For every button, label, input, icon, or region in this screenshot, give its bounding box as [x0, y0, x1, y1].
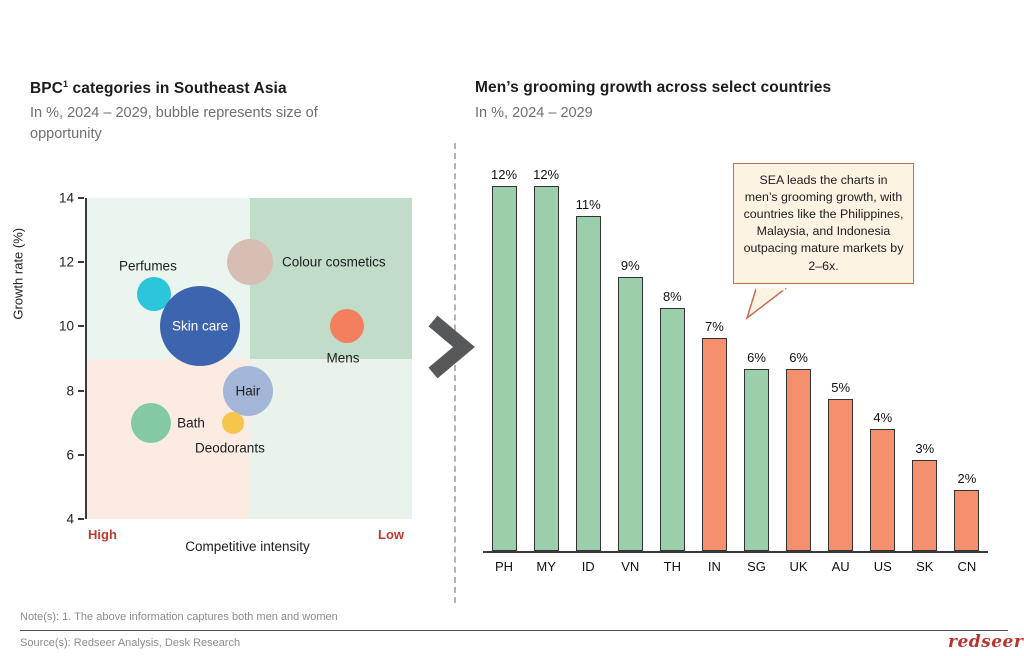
- bar-slot-us: 4%: [862, 410, 904, 551]
- y-tick-label-6: 6: [66, 447, 74, 463]
- panel-divider-dashed-line: [454, 143, 456, 603]
- bar-slot-th: 8%: [651, 289, 693, 551]
- bar-slot-my: 12%: [525, 167, 567, 551]
- y-tick-label-14: 14: [58, 190, 74, 206]
- bar-id: [575, 216, 601, 551]
- bar-value-label-sk: 3%: [915, 440, 935, 456]
- bar-value-label-us: 4%: [873, 410, 893, 426]
- bar-ph: [491, 186, 517, 551]
- left-chart-title: BPC1 categories in Southeast Asia: [30, 79, 287, 98]
- quadrant-bottom-left: [87, 358, 250, 519]
- bar-my: [533, 186, 559, 551]
- bar-value-label-th: 8%: [662, 288, 682, 304]
- x-axis-high-label: High: [88, 527, 117, 542]
- bar-cn: [954, 490, 980, 551]
- bar-in: [701, 338, 727, 551]
- bubble-colour-cosmetics: [226, 239, 273, 286]
- left-chart-title-text: BPC: [30, 80, 64, 98]
- bubble-skin-care: [160, 286, 241, 367]
- bar-value-label-id: 11%: [575, 197, 601, 213]
- bubble-label-skin-care: Skin care: [171, 318, 229, 334]
- callout-box: SEA leads the charts in men’s grooming g…: [733, 163, 914, 284]
- left-chart-subtitle: In %, 2024 – 2029, bubble represents siz…: [30, 104, 318, 142]
- bar-sg: [744, 368, 769, 551]
- quadrant-top-right: [249, 198, 412, 359]
- bar-chart-category-axis: PH MY ID VN TH IN SG UK AU US SK CN: [483, 559, 988, 574]
- bubble-hair: [222, 365, 273, 416]
- right-chart-title: Men’s grooming growth across select coun…: [475, 78, 832, 96]
- bar-slot-cn: 2%: [946, 471, 988, 551]
- bar-category-label-sk: SK: [916, 559, 934, 574]
- bar-category-label-sg: SG: [747, 559, 766, 574]
- bubble-deodorants: [221, 411, 244, 434]
- bar-value-label-in: 7%: [705, 319, 724, 335]
- bar-value-label-au: 5%: [831, 379, 851, 395]
- bar-au: [828, 398, 854, 551]
- bubble-mens: [330, 309, 364, 344]
- bubble-label-colour-cosmetics: Colour cosmetics: [282, 254, 386, 270]
- right-chart-subtitle: In %, 2024 – 2029: [475, 104, 593, 121]
- bar-slot-vn: 9%: [609, 258, 651, 551]
- bar-value-label-sg: 6%: [747, 349, 766, 365]
- y-tick-mark: [78, 518, 84, 520]
- y-tick-label-8: 8: [66, 383, 74, 399]
- bar-category-label-vn: VN: [621, 559, 640, 574]
- footnote-marker: 1: [63, 78, 69, 89]
- bubble-label-bath: Bath: [177, 415, 205, 431]
- bar-category-label-us: US: [873, 559, 892, 574]
- source-text: Source(s): Redseer Analysis, Desk Resear…: [20, 637, 241, 649]
- x-axis-title: Competitive intensity: [185, 539, 310, 554]
- footer-divider-line: [20, 630, 1008, 631]
- bar-value-label-uk: 6%: [789, 349, 808, 365]
- bar-chart: 12% 12% 11% 9% 8% 7% 6% 6% 5% 4% 3% 2%: [483, 160, 988, 553]
- bar-category-label-id: ID: [581, 559, 595, 574]
- bar-value-label-vn: 9%: [620, 258, 640, 274]
- callout-tail: [745, 288, 787, 320]
- y-tick-label-12: 12: [58, 254, 74, 270]
- bar-us: [870, 429, 896, 551]
- left-chart-title-rest: categories in Southeast Asia: [68, 80, 287, 98]
- y-tick-mark: [78, 261, 84, 264]
- chevron-right-icon: [428, 315, 475, 379]
- bar-category-label-cn: CN: [957, 559, 977, 574]
- bar-category-label-in: IN: [707, 559, 721, 574]
- y-tick-mark: [78, 197, 84, 199]
- bubble-bath: [131, 402, 172, 443]
- bubble-label-mens: Mens: [326, 350, 360, 366]
- x-axis-low-label: Low: [378, 527, 404, 542]
- bar-sk: [912, 459, 938, 551]
- bar-category-label-ph: PH: [495, 559, 514, 574]
- bubble-label-deodorants: Deodorants: [195, 440, 265, 456]
- bubble-label-hair: Hair: [235, 383, 261, 399]
- bar-slot-id: 11%: [567, 197, 609, 551]
- bubble-label-perfumes: Perfumes: [119, 258, 177, 274]
- bar-value-label-ph: 12%: [491, 167, 518, 182]
- footnote-text: Note(s): 1. The above information captur…: [20, 611, 338, 623]
- bar-uk: [786, 368, 812, 551]
- bar-value-label-my: 12%: [533, 167, 560, 182]
- y-tick-mark: [78, 453, 84, 456]
- bar-vn: [617, 277, 643, 551]
- bar-slot-sg: 6%: [735, 349, 777, 551]
- y-tick-label-10: 10: [58, 318, 74, 334]
- bar-slot-uk: 6%: [778, 349, 820, 551]
- bubble-plot-area: Perfumes Colour cosmetics Mens Hair Bath Skin…: [85, 198, 412, 519]
- redseer-logo: redseer: [948, 632, 1024, 652]
- bar-value-label-cn: 2%: [957, 471, 977, 487]
- y-tick-label-4: 4: [66, 511, 74, 527]
- y-tick-mark: [78, 325, 84, 328]
- bar-slot-sk: 3%: [904, 441, 946, 551]
- bar-category-label-th: TH: [663, 559, 682, 574]
- quadrant-bottom-right: [249, 358, 412, 519]
- y-tick-mark: [78, 389, 84, 392]
- y-axis-label: Growth rate (%): [10, 227, 26, 320]
- bar-category-label-uk: UK: [789, 559, 808, 574]
- bar-th: [659, 307, 685, 551]
- bar-slot-au: 5%: [820, 380, 862, 551]
- bar-category-label-my: MY: [536, 559, 556, 574]
- bar-slot-in: 7%: [693, 319, 735, 551]
- bar-slot-ph: 12%: [483, 167, 525, 551]
- bar-category-label-au: AU: [831, 559, 850, 574]
